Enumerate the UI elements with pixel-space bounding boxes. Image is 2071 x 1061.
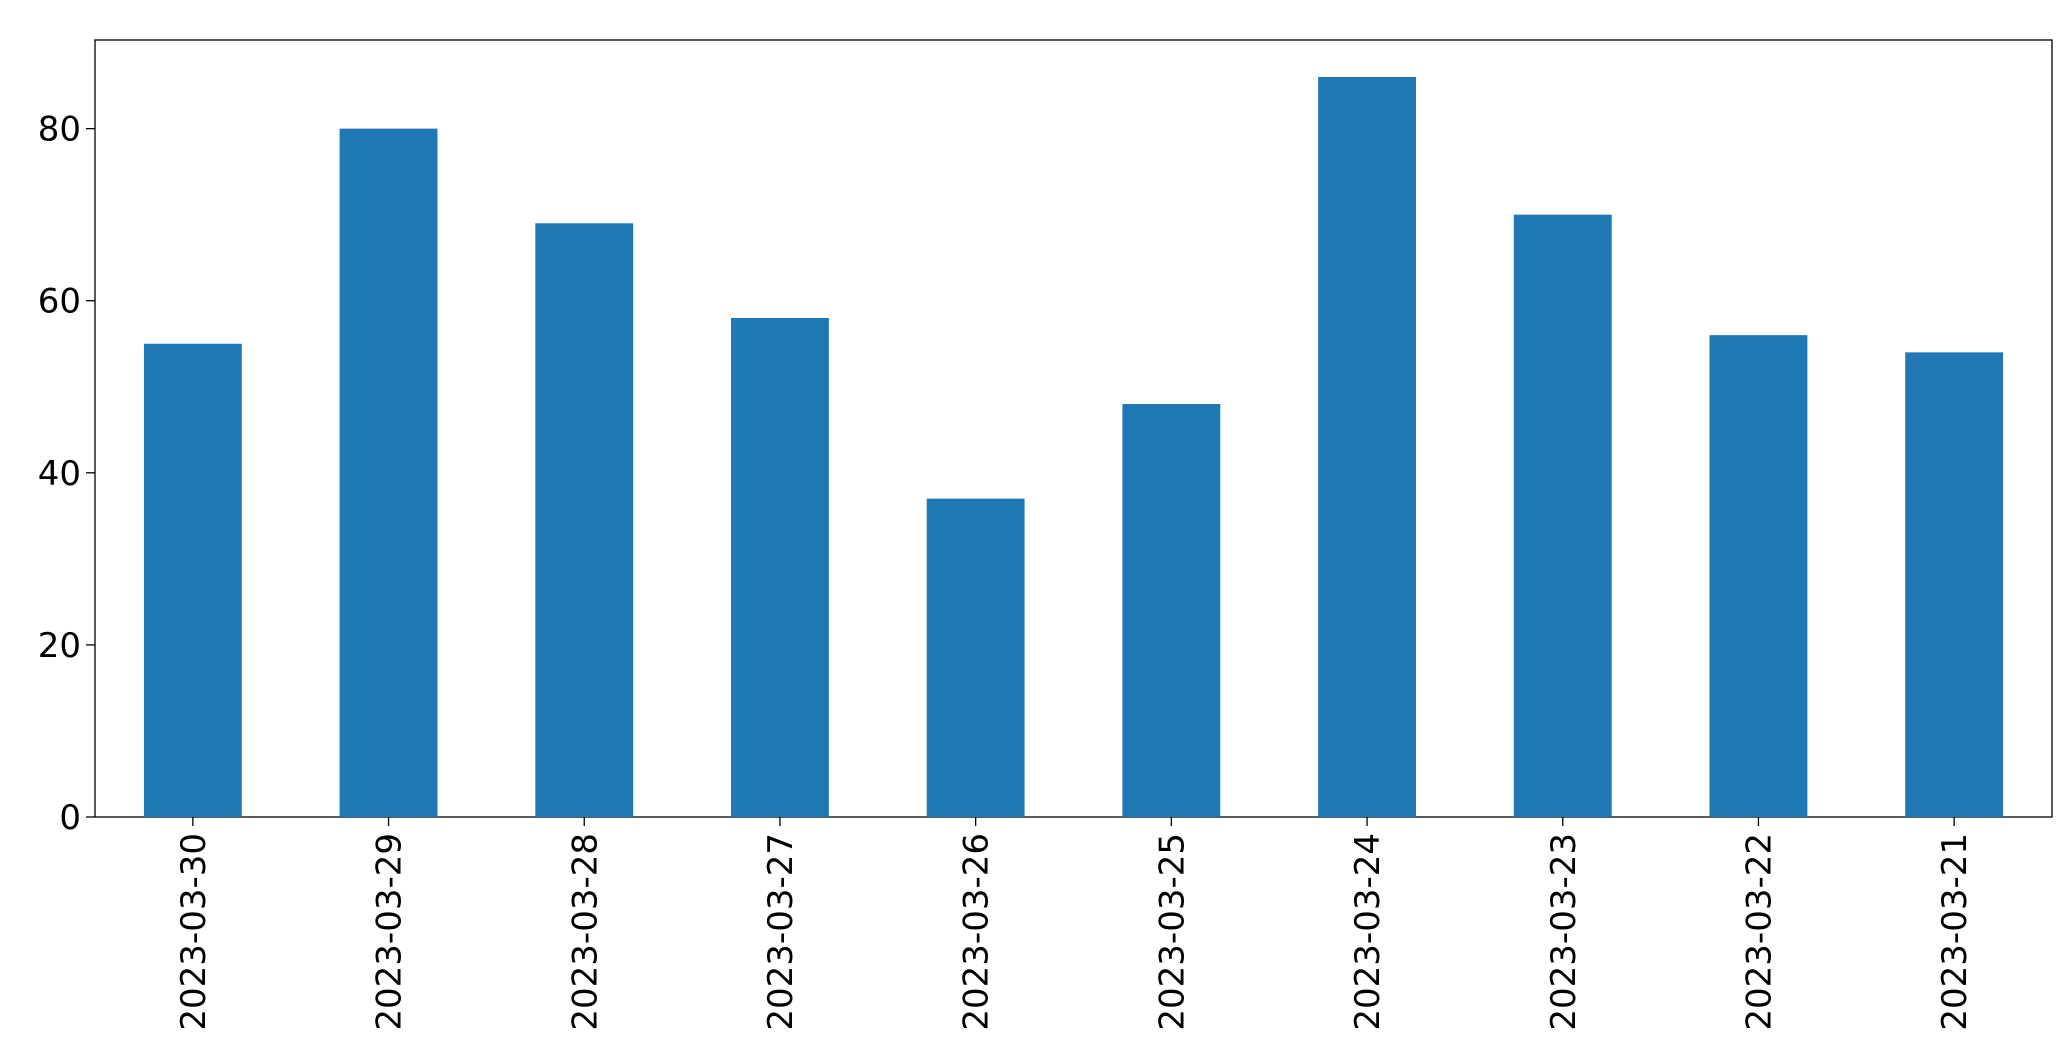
y-tick-label: 40 (38, 454, 81, 494)
y-tick-label: 20 (38, 626, 81, 666)
x-tick-label: 2023-03-22 (1739, 833, 1779, 1031)
x-tick-label: 2023-03-27 (761, 833, 801, 1031)
x-tick-label: 2023-03-26 (957, 833, 997, 1031)
bar (731, 317, 829, 817)
plot-frame (94, 39, 2053, 818)
bar (143, 343, 242, 817)
x-tick-label: 2023-03-24 (1348, 833, 1388, 1031)
bar (535, 223, 634, 818)
x-tick-label: 2023-03-21 (1935, 833, 1975, 1031)
x-tick-label: 2023-03-25 (1152, 833, 1192, 1031)
y-tick-label: 60 (38, 282, 81, 322)
x-tick-label: 2023-03-23 (1544, 833, 1584, 1031)
y-tick-label: 0 (59, 798, 81, 838)
bar (926, 498, 1025, 817)
x-tick-label: 2023-03-30 (174, 833, 214, 1031)
x-tick-label: 2023-03-29 (370, 833, 410, 1031)
bar (1513, 214, 1612, 817)
x-tick-label: 2023-03-28 (565, 833, 605, 1031)
bar (1905, 352, 2004, 817)
bar (1122, 403, 1221, 817)
bar (339, 128, 438, 817)
bar (1318, 77, 1416, 817)
y-tick-label: 80 (38, 110, 81, 150)
bar (1709, 335, 1808, 817)
